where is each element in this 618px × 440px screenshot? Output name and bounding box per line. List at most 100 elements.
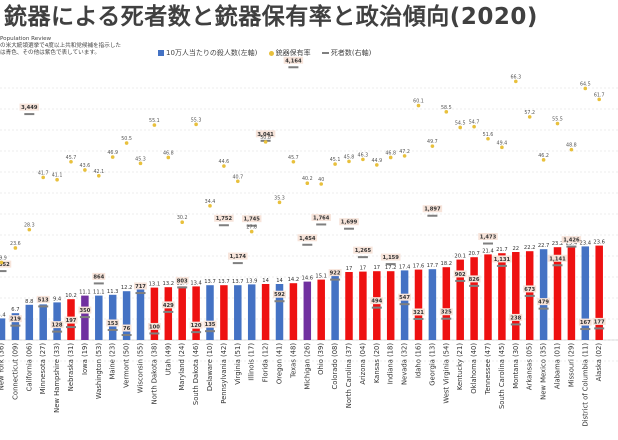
ownership-dot-6 [83, 168, 87, 172]
deaths-label-25: 1,699 [341, 220, 358, 226]
bar-label-31: 17.7 [427, 263, 439, 269]
category-label-30: Idaho (16) [415, 343, 423, 378]
bar-34 [470, 257, 478, 340]
deaths-mark-31 [427, 214, 438, 217]
ownership-label-13: 30.2 [177, 215, 188, 221]
ownership-label-34: 54.7 [469, 120, 480, 126]
deaths-mark-0 [0, 270, 7, 273]
category-label-41: Missouri (29) [567, 343, 575, 387]
deaths-label-16: 1,752 [216, 216, 233, 222]
deaths-label-27: 494 [371, 299, 382, 305]
bar-label-18: 13.9 [246, 278, 258, 284]
ownership-label-10: 45.3 [135, 156, 146, 162]
bar-label-23: 15.1 [315, 274, 327, 280]
ownership-dot-10 [138, 161, 143, 166]
deaths-mark-10 [135, 292, 146, 295]
bar-label-7: 11.1 [93, 290, 105, 296]
bar-label-35: 21.4 [482, 248, 494, 254]
bar-19 [261, 284, 270, 340]
ownership-dot-25 [347, 159, 351, 164]
ownership-label-12: 46.8 [163, 150, 174, 156]
ownership-label-40: 55.5 [552, 117, 563, 123]
deaths-label-box-20 [273, 290, 286, 298]
ownership-label-32: 58.5 [441, 105, 452, 111]
deaths-label-box-9 [121, 324, 132, 332]
deaths-label-box-10 [134, 282, 147, 290]
bar-label-22: 14.6 [302, 276, 314, 282]
bar-label-41: 23.4 [566, 240, 578, 246]
legend: 10万人当たりの殺人数(左軸) 銃器保有率 死者数(右軸) [158, 48, 380, 58]
bar-25 [345, 272, 353, 340]
deaths-label-box-4 [50, 321, 64, 329]
category-label-3: Minnesota (27) [39, 343, 47, 395]
deaths-mark-21 [288, 66, 299, 69]
bar-0 [0, 318, 6, 340]
deaths-mark-15 [205, 330, 215, 333]
bar-41 [567, 246, 576, 340]
ownership-label-15: 34.4 [205, 199, 216, 205]
ownership-dot-19 [263, 140, 268, 144]
ownership-dot-42 [583, 86, 588, 91]
deaths-label-box-29 [398, 293, 412, 301]
bar-label-43: 23.6 [593, 240, 605, 246]
bar-label-1: 6.7 [11, 307, 19, 313]
bar-39 [539, 249, 548, 340]
legend-swatch-bar [158, 50, 164, 56]
bar-label-30: 17.6 [413, 264, 425, 270]
ownership-dot-35 [486, 136, 490, 141]
bar-label-11: 13.1 [149, 282, 161, 288]
deaths-label-23: 1,764 [313, 215, 330, 221]
ownership-label-7: 42.1 [93, 169, 104, 175]
ownership-dot-17 [236, 179, 240, 184]
category-label-6: Iowa (19) [81, 343, 89, 375]
category-label-0: New York (36) [0, 343, 6, 391]
ownership-label-14: 55.3 [191, 117, 202, 123]
deaths-label-box-32 [439, 308, 453, 316]
category-label-18: Illinois (17) [248, 343, 256, 381]
deaths-label-box-40 [547, 254, 568, 262]
legend-item-dots: 銃器保有率 [268, 49, 311, 57]
deaths-mark-17 [232, 262, 243, 265]
deaths-mark-22 [302, 243, 313, 246]
deaths-label-box-24 [328, 269, 342, 277]
chart-title: 銃器による死者数と銃器保有率と政治傾向(2020) [4, 4, 538, 30]
ownership-dot-27 [375, 163, 379, 167]
ownership-dot-37 [514, 79, 518, 84]
ownership-label-0: 19.9 [0, 255, 7, 261]
ownership-dot-1 [13, 246, 18, 250]
ownership-dot-24 [333, 162, 337, 166]
ownership-label-31: 49.7 [427, 139, 438, 145]
ownership-dot-9 [124, 141, 129, 145]
deaths-label-30: 321 [413, 310, 424, 316]
deaths-mark-11 [149, 332, 160, 335]
deaths-label-box-5 [64, 316, 78, 324]
ownership-dot-8 [110, 155, 115, 159]
deaths-mark-29 [399, 303, 410, 306]
category-label-31: Georgia (13) [428, 343, 436, 386]
deaths-label-box-0 [0, 260, 12, 268]
deaths-label-box-27 [370, 297, 384, 305]
bar-label-12: 13.2 [163, 281, 175, 287]
bar-label-42: 23.4 [580, 240, 592, 246]
deaths-label-18: 1,745 [243, 217, 260, 223]
deaths-label-43: 177 [594, 319, 605, 325]
ownership-label-28: 46.8 [385, 150, 396, 156]
category-label-24: Colorado (08) [331, 343, 339, 390]
deaths-label-11: 100 [149, 324, 160, 330]
legend-swatch-dash [321, 52, 329, 54]
deaths-mark-7 [93, 282, 104, 285]
bar-label-19: 14 [262, 278, 269, 284]
source-line-1: Population Review [0, 36, 52, 42]
ownership-label-35: 51.6 [483, 132, 494, 138]
ownership-dot-36 [500, 145, 504, 150]
deaths-mark-34 [469, 284, 480, 287]
category-label-11: North Dakota (38) [150, 343, 158, 405]
ownership-dot-15 [208, 204, 212, 208]
bar-2 [25, 304, 34, 340]
deaths-label-35: 1,473 [480, 235, 497, 241]
deaths-label-38: 673 [524, 287, 535, 293]
category-label-36: South Carolina (45) [498, 343, 506, 409]
deaths-mark-30 [413, 317, 424, 320]
bar-11 [150, 287, 159, 340]
